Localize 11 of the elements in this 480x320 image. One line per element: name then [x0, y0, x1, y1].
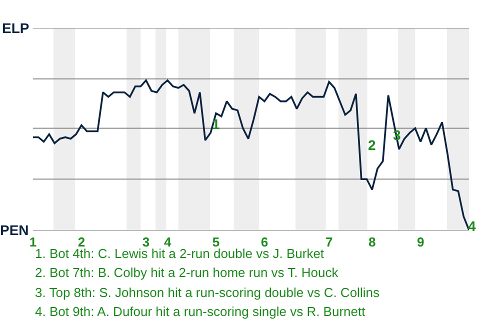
annotation: 4	[468, 218, 476, 234]
text: ELP	[2, 20, 30, 36]
x-tick-label: 7	[325, 234, 333, 250]
text: 2. Bot 7th: B. Colby hit a 2-run home run vs T. Houck	[35, 265, 339, 280]
text: PEN	[0, 222, 29, 238]
text: 3. Top 8th: S. Johnson hit a run-scoring double vs C. Collins	[35, 285, 380, 300]
text: 4. Bot 9th: A. Dufour hit a run-scoring single vs R. Burnett	[35, 304, 366, 319]
x-tick-label: 9	[416, 234, 424, 250]
x-tick-label: 1	[29, 234, 37, 250]
x-tick-label: 8	[368, 234, 376, 250]
annotation: 2	[368, 137, 376, 153]
